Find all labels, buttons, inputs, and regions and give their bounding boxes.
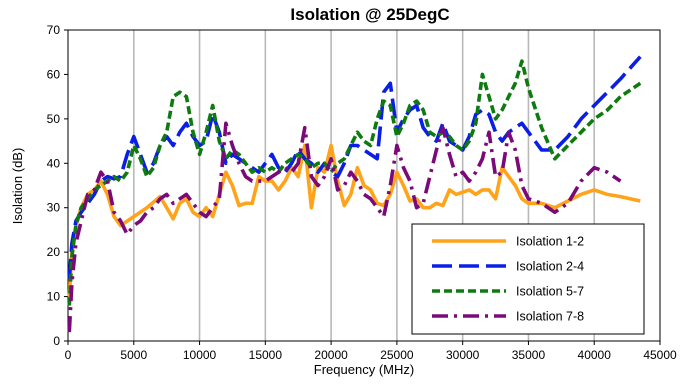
y-tick-label: 0 <box>53 334 60 348</box>
plot-area <box>67 29 661 342</box>
x-tick-label: 0 <box>65 348 72 362</box>
x-tick-label: 25000 <box>380 348 414 362</box>
legend-entry: Isolation 7-8 <box>516 310 584 324</box>
x-tick-label: 45000 <box>643 348 677 362</box>
series-line-4 <box>67 121 622 333</box>
y-tick-label: 60 <box>47 67 61 81</box>
x-tick-label: 5000 <box>120 348 147 362</box>
x-tick-label: 30000 <box>446 348 480 362</box>
y-tick-label: 40 <box>47 156 61 170</box>
y-tick-label: 70 <box>47 23 61 37</box>
legend-entry: Isolation 5-7 <box>516 285 584 299</box>
axis-ticks: 0 5000 10000 15000 20000 25000 30000 35000 40000… <box>47 23 677 362</box>
legend-entry: Isolation 1-2 <box>516 235 584 249</box>
y-axis-label: Isolation (dB) <box>10 148 25 225</box>
y-tick-label: 30 <box>47 201 61 215</box>
x-tick-label: 40000 <box>578 348 612 362</box>
x-tick-label: 20000 <box>314 348 348 362</box>
x-axis-label: Frequency (MHz) <box>314 362 414 377</box>
chart-title: Isolation @ 25DegC <box>290 5 449 24</box>
y-tick-label: 10 <box>47 290 61 304</box>
legend: Isolation 1-2 Isolation 2-4 Isolation 5-7 I… <box>411 223 645 335</box>
series-line-2 <box>67 55 642 279</box>
legend-entry: Isolation 2-4 <box>516 260 584 274</box>
x-tick-label: 10000 <box>183 348 217 362</box>
x-tick-label: 15000 <box>249 348 283 362</box>
series-lines <box>67 55 642 333</box>
y-tick-label: 50 <box>47 112 61 126</box>
y-tick-label: 20 <box>47 245 61 259</box>
x-tick-label: 35000 <box>512 348 546 362</box>
series-line-1 <box>67 143 641 297</box>
